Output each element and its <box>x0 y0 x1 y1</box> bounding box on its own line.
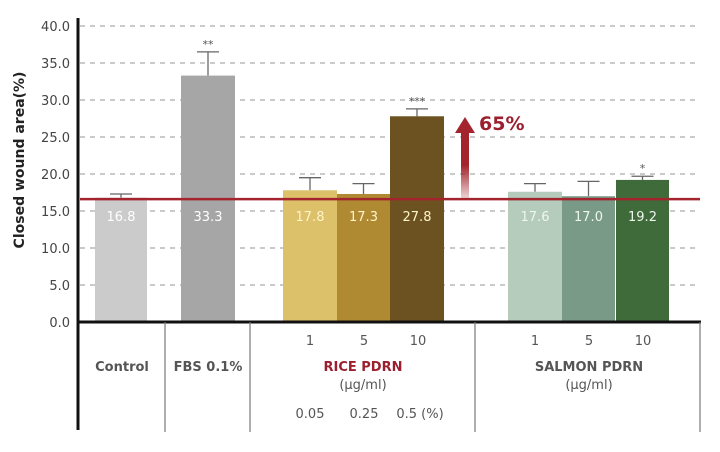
bar <box>283 190 337 322</box>
bar <box>508 191 562 322</box>
rice-percent-0.25: 0.25 <box>350 407 379 422</box>
salmon-group-label: SALMON PDRN <box>535 360 643 375</box>
group-dividers <box>164 322 701 432</box>
y-tick-label: 40.0 <box>41 20 70 35</box>
bar-value-label: 33.3 <box>194 210 223 225</box>
salmon-unit: (µg/ml) <box>565 378 612 393</box>
increase-arrow <box>455 117 475 198</box>
bar <box>390 116 444 322</box>
y-tick-label: 20.0 <box>41 168 70 183</box>
y-tick-label: 5.0 <box>49 279 70 294</box>
y-tick-labels: 0.0 5.0 10.0 15.0 20.0 25.0 30.0 35.0 40.0 <box>41 20 70 331</box>
category-fbs: FBS 0.1% <box>174 360 243 375</box>
increase-annotation: 65% <box>479 113 524 135</box>
bar <box>95 197 147 322</box>
rice-dose-1: 1 <box>306 334 314 349</box>
rice-percent-0.5: 0.5 (%) <box>396 407 443 422</box>
category-control: Control <box>95 360 149 375</box>
rice-group-label: RICE PDRN <box>323 360 402 375</box>
rice-dose-5: 5 <box>360 334 368 349</box>
bar-value-label: 17.6 <box>521 210 550 225</box>
salmon-dose-10: 10 <box>635 334 652 349</box>
bars: 16.8 33.3 ** 17.8 17.3 27.8 *** 17.6 17.0 19.2 * <box>95 38 669 322</box>
y-tick-label: 15.0 <box>41 205 70 220</box>
salmon-dose-1: 1 <box>531 334 539 349</box>
bar-value-label: 19.2 <box>628 210 657 225</box>
y-tick-label: 10.0 <box>41 242 70 257</box>
y-tick-label: 30.0 <box>41 94 70 109</box>
bar <box>616 179 669 322</box>
significance-marker: ** <box>203 38 215 51</box>
rice-unit: (µg/ml) <box>339 378 386 393</box>
bar <box>562 196 615 322</box>
salmon-dose-5: 5 <box>585 334 593 349</box>
rice-dose-10: 10 <box>410 334 427 349</box>
y-tick-label: 25.0 <box>41 131 70 146</box>
y-axis-label: Closed wound area(%) <box>12 72 28 249</box>
y-tick-label: 35.0 <box>41 57 70 72</box>
rice-percent-0.05: 0.05 <box>296 407 325 422</box>
significance-marker: *** <box>409 95 426 108</box>
bar <box>337 193 390 322</box>
y-tick-label: 0.0 <box>49 316 70 331</box>
bar-value-label: 17.3 <box>349 210 378 225</box>
bar-value-label: 16.8 <box>107 210 136 225</box>
significance-marker: * <box>640 162 646 175</box>
bar-value-label: 17.0 <box>574 210 603 225</box>
bar-value-label: 27.8 <box>403 210 432 225</box>
bar-value-label: 17.8 <box>296 210 325 225</box>
